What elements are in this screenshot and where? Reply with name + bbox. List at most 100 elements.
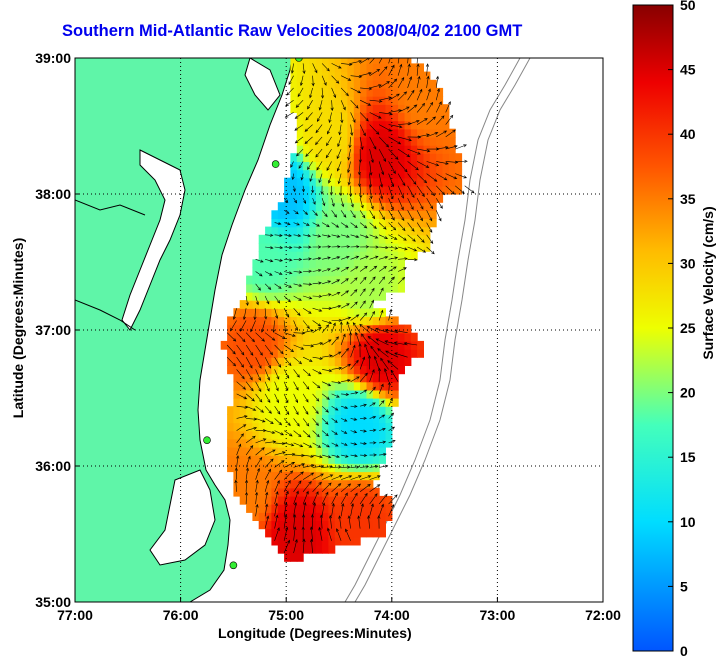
- field-cell: [385, 153, 393, 162]
- velocity-arrow: [264, 406, 272, 414]
- velocity-arrow: [264, 357, 272, 369]
- field-cell: [334, 58, 342, 65]
- field-cell: [303, 365, 310, 375]
- field-cell: [296, 389, 304, 399]
- field-cell: [347, 275, 355, 285]
- field-cell: [366, 447, 374, 456]
- field-cell: [442, 145, 450, 154]
- field-cell: [379, 71, 386, 81]
- field-cell: [328, 145, 336, 154]
- field-cell: [379, 177, 386, 187]
- field-cell: [455, 161, 463, 171]
- field-cell: [271, 495, 279, 505]
- field-cell: [277, 520, 285, 530]
- field-cell: [347, 455, 355, 464]
- field-cell: [334, 455, 342, 464]
- velocity-arrow: [358, 173, 362, 188]
- field-cell: [290, 422, 298, 432]
- velocity-arrow: [293, 222, 300, 226]
- field-cell: [277, 218, 285, 228]
- field-cell: [379, 104, 386, 113]
- field-cell: [385, 422, 393, 432]
- field-cell: [296, 365, 304, 375]
- field-cell: [296, 316, 304, 326]
- velocity-arrow: [340, 483, 352, 493]
- field-cell: [429, 161, 437, 171]
- field-cell: [303, 512, 310, 521]
- field-cell: [284, 308, 291, 317]
- velocity-arrow: [341, 255, 350, 260]
- velocity-arrow: [379, 464, 389, 468]
- field-cell: [296, 153, 304, 162]
- velocity-arrow: [274, 295, 281, 304]
- field-cell: [322, 487, 329, 497]
- field-cell: [353, 430, 361, 440]
- field-cell: [328, 463, 336, 473]
- field-cell: [239, 471, 247, 481]
- field-cell: [379, 153, 386, 162]
- field-cell: [296, 210, 304, 220]
- velocity-arrow: [388, 234, 398, 240]
- radar-station-marker: [203, 436, 211, 444]
- field-cell: [385, 373, 393, 383]
- field-cell: [353, 79, 361, 89]
- velocity-arrow: [226, 356, 237, 367]
- field-cell: [303, 447, 310, 456]
- field-cell: [391, 112, 399, 122]
- velocity-arrow: [331, 393, 340, 398]
- velocity-arrow: [293, 418, 300, 427]
- field-cell: [284, 185, 291, 195]
- field-cell: [227, 455, 234, 464]
- field-cell: [252, 487, 260, 497]
- field-cell: [233, 422, 241, 432]
- field-cell: [341, 340, 348, 350]
- field-cell: [315, 365, 323, 375]
- field-cell: [341, 528, 348, 538]
- field-cell: [341, 455, 348, 464]
- field-cell: [252, 381, 260, 391]
- velocity-arrow: [455, 185, 465, 194]
- velocity-arrow: [359, 265, 368, 272]
- velocity-arrow: [310, 514, 314, 529]
- field-cell: [322, 185, 329, 195]
- field-cell: [328, 112, 336, 122]
- field-cell: [239, 316, 247, 326]
- velocity-arrow: [328, 514, 333, 529]
- velocity-arrow: [315, 124, 323, 134]
- field-cell: [398, 365, 405, 375]
- field-cell: [265, 389, 272, 399]
- velocity-arrow: [407, 258, 418, 262]
- velocity-arrow: [350, 430, 358, 434]
- field-cell: [372, 58, 380, 65]
- field-cell: [404, 136, 412, 146]
- field-cell: [296, 398, 304, 407]
- field-cell: [322, 58, 329, 65]
- field-cell: [271, 349, 279, 358]
- field-cell: [284, 463, 291, 473]
- velocity-arrow: [455, 159, 468, 163]
- field-cell: [258, 251, 266, 260]
- field-cell: [423, 112, 431, 122]
- field-cell: [309, 463, 317, 473]
- field-cell: [252, 512, 260, 521]
- field-cell: [353, 202, 361, 211]
- field-cell: [303, 185, 310, 195]
- velocity-arrow: [397, 197, 404, 211]
- field-cell: [385, 87, 393, 97]
- field-cell: [436, 153, 444, 162]
- field-cell: [277, 259, 285, 269]
- field-cell: [315, 145, 323, 154]
- field-cell: [334, 96, 342, 105]
- field-cell: [284, 512, 291, 521]
- velocity-arrow: [385, 350, 399, 358]
- field-cell: [290, 487, 298, 497]
- velocity-arrow: [388, 124, 403, 129]
- field-cell: [271, 430, 279, 440]
- field-cell: [341, 316, 348, 326]
- field-cell: [296, 234, 304, 244]
- field-cell: [360, 324, 367, 334]
- field-cell: [334, 308, 342, 317]
- field-cell: [360, 210, 367, 220]
- field-cell: [410, 210, 418, 220]
- field-cell: [290, 63, 298, 73]
